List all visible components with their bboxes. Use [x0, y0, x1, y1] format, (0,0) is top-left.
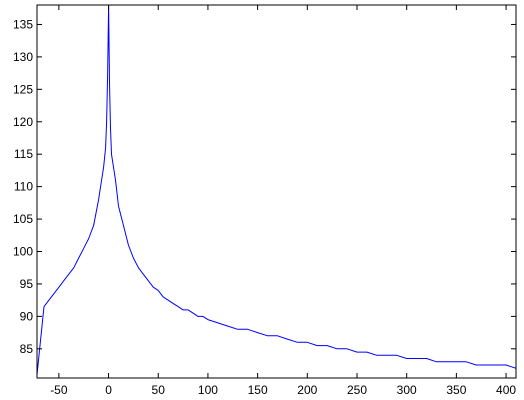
x-tick-label: 350	[446, 383, 466, 397]
y-tick-label: 90	[20, 309, 34, 323]
y-tick-label: 125	[13, 82, 33, 96]
axes-box	[36, 4, 517, 379]
x-tick-label: 0	[105, 383, 112, 397]
ticks-layer: -50 0 50 100 150 200 250 300 350 400 85 90 95 100 105 1…	[13, 5, 516, 397]
y-tick-label: 85	[20, 342, 34, 356]
x-tick-label: 250	[347, 383, 367, 397]
x-tick-label: 200	[297, 383, 317, 397]
x-tick-label: 100	[198, 383, 218, 397]
x-tick-label: -50	[50, 383, 68, 397]
y-tick-label: 105	[13, 212, 33, 226]
y-tick-label: 95	[20, 277, 34, 291]
x-tick-label: 300	[397, 383, 417, 397]
x-tick-label: 150	[248, 383, 268, 397]
y-tick-label: 110	[14, 180, 33, 194]
y-tick-label: 100	[13, 245, 33, 259]
x-tick-label: 400	[496, 383, 516, 397]
y-tick-label: 135	[13, 17, 33, 31]
x-tick-label: 50	[152, 383, 166, 397]
y-tick-label: 115	[14, 147, 33, 161]
series-line-0	[37, 5, 516, 375]
y-tick-label: 130	[13, 50, 33, 64]
y-tick-label: 120	[13, 115, 33, 129]
series-layer	[37, 5, 516, 375]
